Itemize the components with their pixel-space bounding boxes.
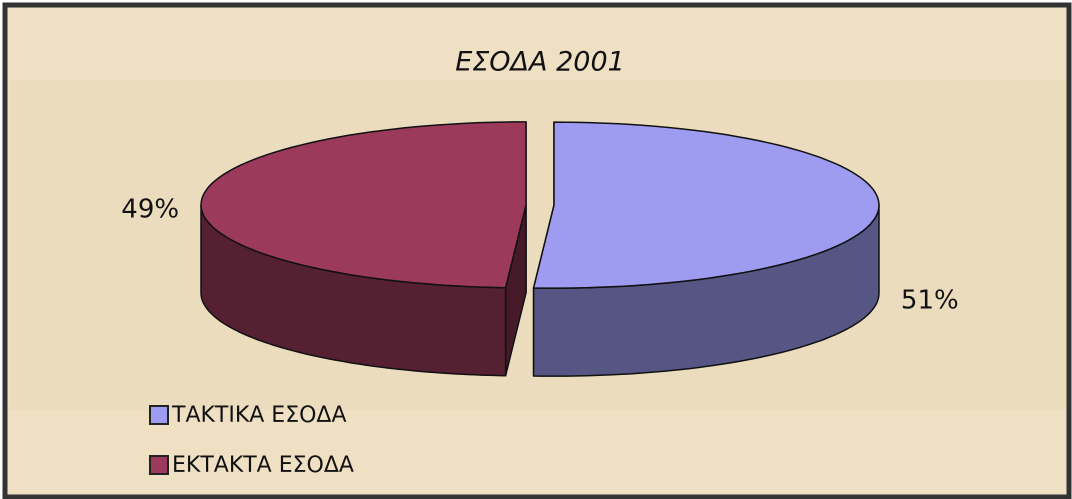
legend-label: ΤΑΚΤΙΚΑ ΕΣΟΔΑ	[171, 403, 347, 428]
data-label: 49%	[121, 195, 179, 225]
data-label: 51%	[901, 286, 959, 316]
chart-title: ΕΣΟΔΑ 2001	[455, 47, 625, 78]
pie-slice	[200, 121, 527, 377]
legend-label: ΕΚΤΑΚΤΑ ΕΣΟΔΑ	[172, 453, 354, 478]
legend-swatch	[149, 405, 169, 425]
pie-slice	[532, 121, 880, 377]
slice-top	[532, 121, 880, 289]
slice-top	[200, 121, 527, 289]
legend-swatch	[149, 455, 169, 475]
